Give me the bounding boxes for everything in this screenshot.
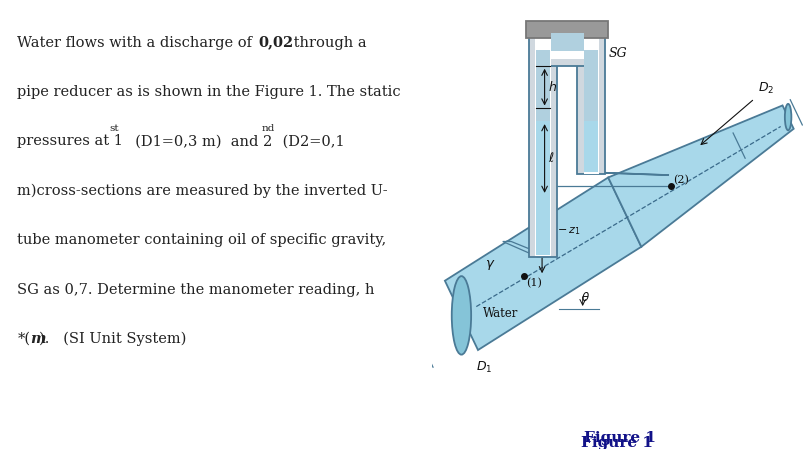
Text: SG as 0,7. Determine the manometer reading, h: SG as 0,7. Determine the manometer readi… <box>17 282 374 297</box>
Text: nd: nd <box>261 124 275 133</box>
Bar <box>536 50 550 121</box>
Text: $\gamma$: $\gamma$ <box>485 258 495 272</box>
Text: Water: Water <box>483 308 518 321</box>
Text: $h$: $h$ <box>548 80 557 94</box>
Bar <box>551 33 583 51</box>
Text: ).   (SI Unit System): ). (SI Unit System) <box>40 332 186 346</box>
Text: tube manometer containing oil of specific gravity,: tube manometer containing oil of specifi… <box>17 233 387 247</box>
Text: st: st <box>109 124 119 133</box>
Ellipse shape <box>785 104 792 130</box>
Text: m: m <box>30 332 45 346</box>
Text: $D_1$: $D_1$ <box>476 360 492 375</box>
Bar <box>584 50 598 121</box>
Ellipse shape <box>452 276 471 355</box>
Text: 0,02: 0,02 <box>258 35 294 50</box>
Bar <box>583 35 599 174</box>
Text: $z_2-z_1$: $z_2-z_1$ <box>544 225 581 237</box>
Text: $\ell$: $\ell$ <box>548 151 554 166</box>
Text: through a: through a <box>289 35 367 50</box>
Text: *(: *( <box>17 332 31 346</box>
Text: Water flows with a discharge of: Water flows with a discharge of <box>17 35 261 50</box>
Text: m)cross-sections are measured by the inverted U-: m)cross-sections are measured by the inv… <box>17 184 388 198</box>
Text: (1): (1) <box>526 278 542 288</box>
Text: Figure 1: Figure 1 <box>583 431 656 445</box>
Bar <box>535 35 551 256</box>
Text: pipe reducer as is shown in the Figure 1. The static: pipe reducer as is shown in the Figure 1… <box>17 85 401 99</box>
Polygon shape <box>445 177 642 350</box>
Text: SG: SG <box>608 47 627 60</box>
Bar <box>584 121 598 172</box>
Polygon shape <box>503 242 549 257</box>
Text: (2): (2) <box>674 175 689 185</box>
Bar <box>526 21 608 38</box>
Text: (D1=0,3 m)  and 2: (D1=0,3 m) and 2 <box>126 134 272 149</box>
Polygon shape <box>586 172 669 175</box>
Bar <box>577 35 605 174</box>
Bar <box>543 35 592 66</box>
Bar <box>536 121 550 255</box>
Polygon shape <box>608 106 794 247</box>
Text: $\theta$: $\theta$ <box>581 291 590 304</box>
Bar <box>529 35 557 257</box>
Text: $D_2$: $D_2$ <box>759 81 775 97</box>
Text: Figure 1: Figure 1 <box>581 436 654 449</box>
Bar <box>543 42 591 59</box>
Text: (D2=0,1: (D2=0,1 <box>278 134 345 149</box>
Text: pressures at 1: pressures at 1 <box>17 134 123 149</box>
